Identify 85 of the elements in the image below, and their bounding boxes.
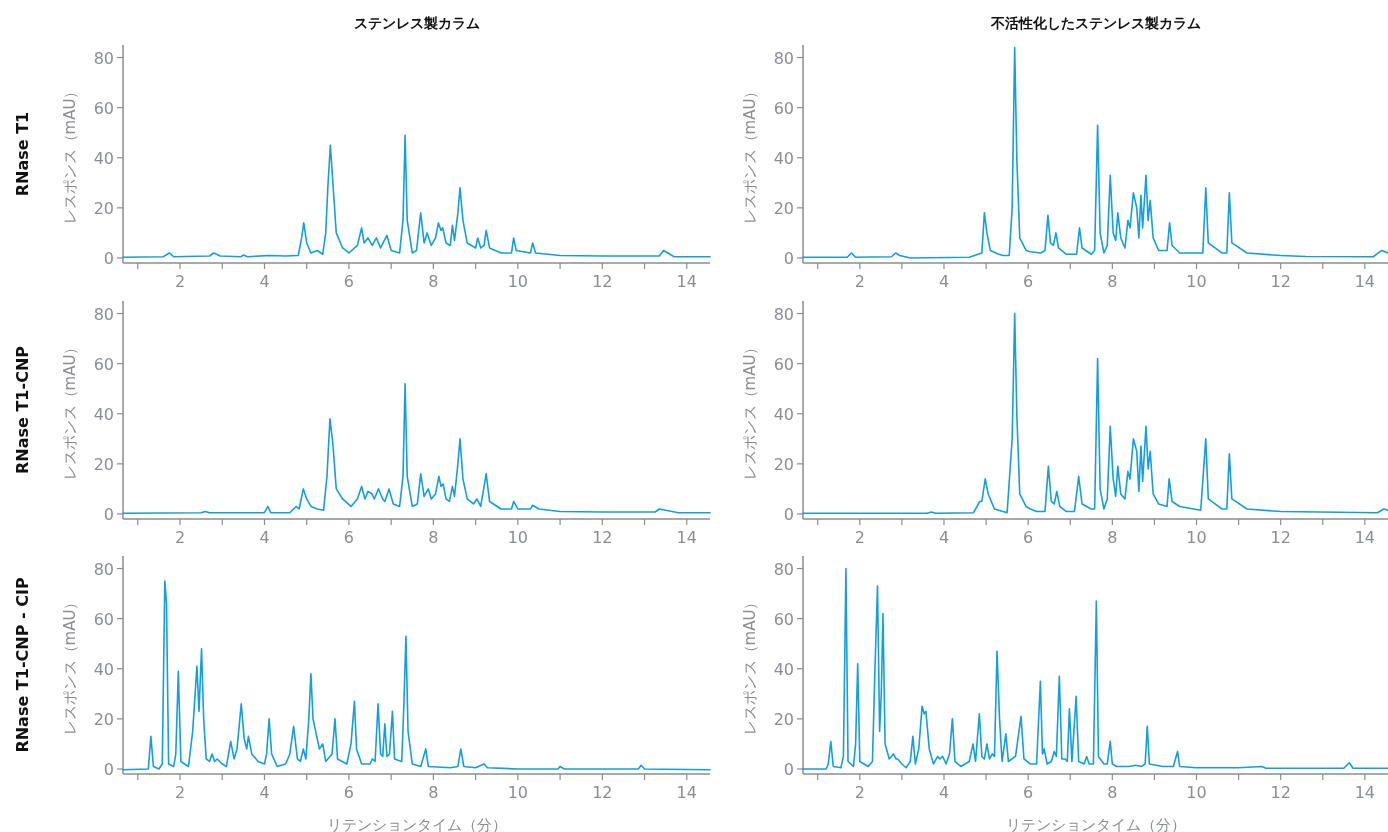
y-tick-label: 80	[773, 559, 794, 579]
y-axis-title: レスポンス（mAU）	[61, 594, 79, 736]
y-tick-label: 60	[93, 354, 114, 374]
y-tick-label: 80	[773, 304, 794, 324]
y-tick-label: 80	[93, 559, 114, 579]
x-tick-label: 8	[428, 528, 439, 547]
y-tick-label: 80	[773, 48, 794, 68]
x-tick-label: 12	[1270, 528, 1291, 547]
x-tick-label: 8	[428, 272, 439, 291]
x-tick-label: 12	[592, 528, 613, 547]
x-tick-label: 10	[507, 783, 529, 802]
y-tick-label: 0	[103, 504, 114, 524]
y-tick-label: 40	[93, 148, 114, 168]
x-tick-label: 10	[1186, 272, 1207, 291]
y-tick-label: 0	[783, 248, 794, 268]
x-tick-label: 6	[343, 783, 355, 802]
y-tick-label: 20	[93, 709, 114, 729]
y-axis-title: レスポンス（mAU）	[61, 339, 79, 481]
x-tick-label: 2	[174, 783, 186, 802]
y-tick-label: 20	[93, 198, 114, 218]
x-tick-label: 14	[1354, 528, 1376, 547]
x-tick-label: 6	[343, 528, 355, 547]
x-tick-label: 14	[1354, 783, 1376, 802]
y-tick-label: 60	[93, 609, 114, 629]
y-tick-label: 20	[773, 709, 794, 729]
y-tick-label: 80	[93, 304, 114, 324]
y-tick-label: 40	[93, 659, 114, 679]
x-tick-label: 14	[676, 528, 697, 547]
y-tick-label: 40	[773, 148, 794, 168]
y-tick-label: 60	[773, 98, 794, 118]
x-tick-label: 4	[259, 528, 270, 547]
x-tick-label: 4	[259, 272, 270, 291]
x-tick-label: 10	[1186, 783, 1207, 802]
x-tick-label: 6	[1023, 272, 1034, 291]
chart-title: ステンレス製カラム	[353, 15, 480, 31]
x-tick-label: 12	[592, 272, 613, 291]
x-tick-label: 10	[507, 528, 529, 547]
x-tick-label: 14	[1354, 272, 1376, 291]
text: RNase T1-CNP - CIP	[13, 577, 32, 753]
y-tick-label: 40	[93, 404, 114, 424]
x-tick-label: 2	[174, 528, 186, 547]
y-tick-label: 0	[103, 248, 114, 268]
y-tick-label: 20	[773, 198, 794, 218]
x-tick-label: 12	[592, 783, 613, 802]
x-tick-label: 6	[1023, 783, 1034, 802]
x-tick-label: 4	[938, 783, 950, 802]
x-tick-label: 8	[1107, 272, 1118, 291]
y-tick-label: 20	[93, 454, 114, 474]
x-tick-label: 12	[1270, 272, 1291, 291]
y-tick-label: 40	[773, 404, 794, 424]
y-tick-label: 0	[783, 504, 794, 524]
y-tick-label: 60	[93, 98, 114, 118]
x-tick-label: 6	[343, 272, 355, 291]
x-tick-label: 4	[938, 528, 950, 547]
x-tick-label: 8	[1107, 783, 1118, 802]
x-tick-label: 8	[1107, 528, 1118, 547]
text: RNase T1-CNP	[13, 345, 32, 474]
x-tick-label: 6	[1023, 528, 1034, 547]
x-tick-label: 12	[1270, 783, 1291, 802]
y-tick-label: 0	[103, 759, 114, 779]
y-tick-label: 0	[783, 759, 794, 779]
text: RNase T1	[13, 111, 32, 197]
x-tick-label: 14	[676, 783, 697, 802]
x-tick-label: 4	[938, 272, 950, 291]
x-tick-label: 4	[259, 783, 270, 802]
y-axis-title: レスポンス（mAU）	[741, 594, 759, 736]
y-axis-title: レスポンス（mAU）	[61, 83, 79, 225]
x-tick-label: 2	[854, 783, 865, 802]
x-tick-label: 2	[174, 272, 186, 291]
x-tick-label: 2	[854, 272, 865, 291]
y-axis-title: レスポンス（mAU）	[741, 83, 759, 225]
x-tick-label: 8	[428, 783, 439, 802]
x-tick-label: 2	[854, 528, 865, 547]
y-tick-label: 60	[773, 609, 794, 629]
y-tick-label: 40	[773, 659, 794, 679]
x-tick-label: 10	[507, 272, 529, 291]
y-tick-label: 80	[93, 48, 114, 68]
x-tick-label: 10	[1186, 528, 1207, 547]
x-axis-title: リテンションタイム（分）	[1005, 816, 1186, 832]
y-axis-title: レスポンス（mAU）	[741, 339, 759, 481]
x-axis-title: リテンションタイム（分）	[326, 816, 507, 832]
x-tick-label: 14	[676, 272, 697, 291]
chart-title: 不活性化したステンレス製カラム	[989, 15, 1201, 31]
y-tick-label: 20	[773, 454, 794, 474]
y-tick-label: 60	[773, 354, 794, 374]
